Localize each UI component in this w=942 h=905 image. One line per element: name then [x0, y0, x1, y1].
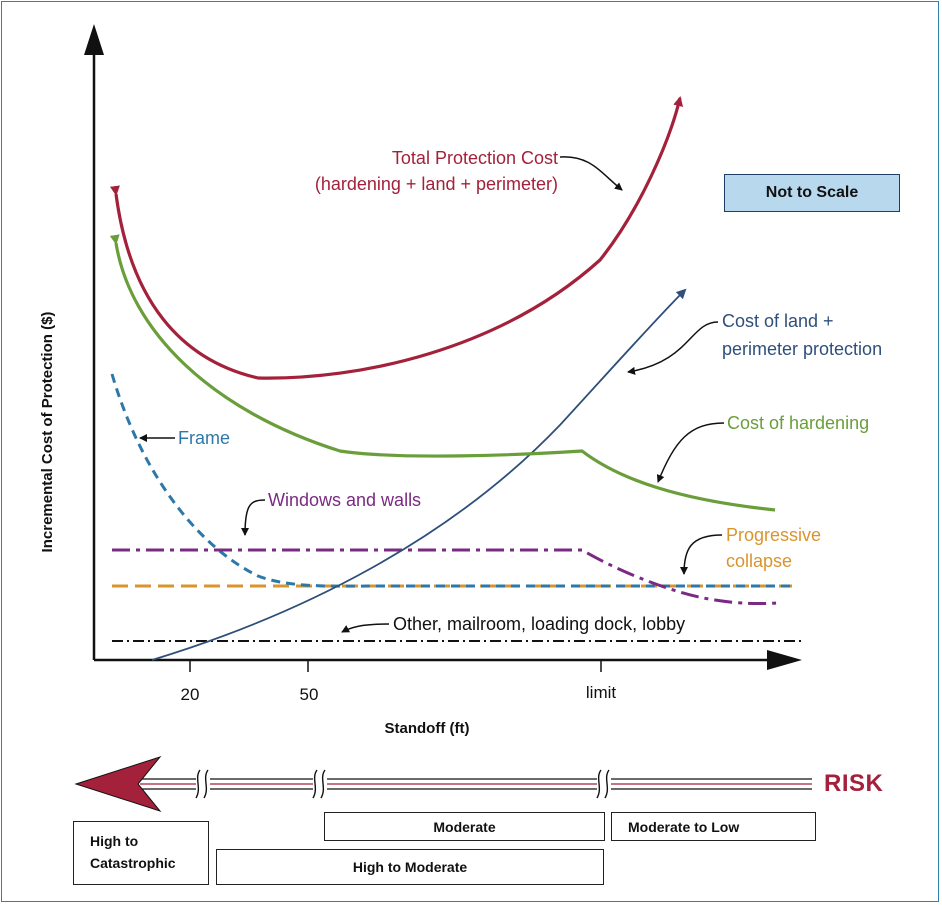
risk-title: RISK: [824, 770, 884, 797]
label-progressive-line1: Progressive: [726, 525, 821, 545]
risk-arrow: [74, 756, 812, 812]
not-to-scale-box: Not to Scale: [724, 174, 900, 212]
y-axis-title: Incremental Cost of Protection ($): [39, 312, 56, 553]
x-axis-title: Standoff (ft): [385, 720, 470, 737]
label-progressive-line2: collapse: [726, 551, 792, 571]
band-moderate: Moderate: [324, 812, 605, 841]
leader-windows-walls: [241, 499, 266, 536]
band-high-mod-label: High to Moderate: [352, 859, 468, 875]
label-hardening: Cost of hardening: [727, 413, 869, 433]
curve-total-protection-cost: [109, 96, 684, 380]
band-moderate-to-low: Moderate to Low: [611, 812, 816, 841]
label-land-line1: Cost of land +: [722, 311, 834, 331]
label-windows-walls: Windows and walls: [268, 490, 421, 510]
label-total-line2: (hardening + land + perimeter): [315, 174, 558, 194]
band-high-cat-line1: High to: [90, 833, 139, 849]
y-axis-arrowhead: [84, 24, 104, 55]
curve-land-perimeter: [151, 288, 687, 661]
band-mod-low-label: Moderate to Low: [628, 818, 740, 835]
label-frame: Frame: [178, 428, 230, 448]
x-tick-label-20: 20: [181, 685, 200, 704]
x-axis-arrowhead: [767, 650, 802, 670]
leader-hardening: [656, 422, 725, 483]
label-land-line2: perimeter protection: [722, 339, 882, 359]
leader-other: [341, 623, 390, 633]
label-total-line1: Total Protection Cost: [392, 148, 558, 168]
curve-hardening: [109, 234, 776, 512]
leader-progressive: [680, 534, 723, 575]
band-high-to-moderate: High to Moderate: [216, 849, 604, 885]
curve-frame: [110, 373, 792, 588]
leader-land: [627, 321, 719, 375]
band-high-cat-line2: Catastrophic: [90, 855, 176, 871]
curve-windows-walls: [112, 548, 779, 606]
band-high-to-catastrophic: High to Catastrophic: [73, 821, 209, 885]
x-tick-label-50: 50: [300, 685, 319, 704]
label-other: Other, mailroom, loading dock, lobby: [393, 614, 685, 634]
leader-total: [559, 156, 623, 191]
band-moderate-label: Moderate: [433, 818, 496, 835]
x-tick-label-limit: limit: [586, 683, 616, 702]
